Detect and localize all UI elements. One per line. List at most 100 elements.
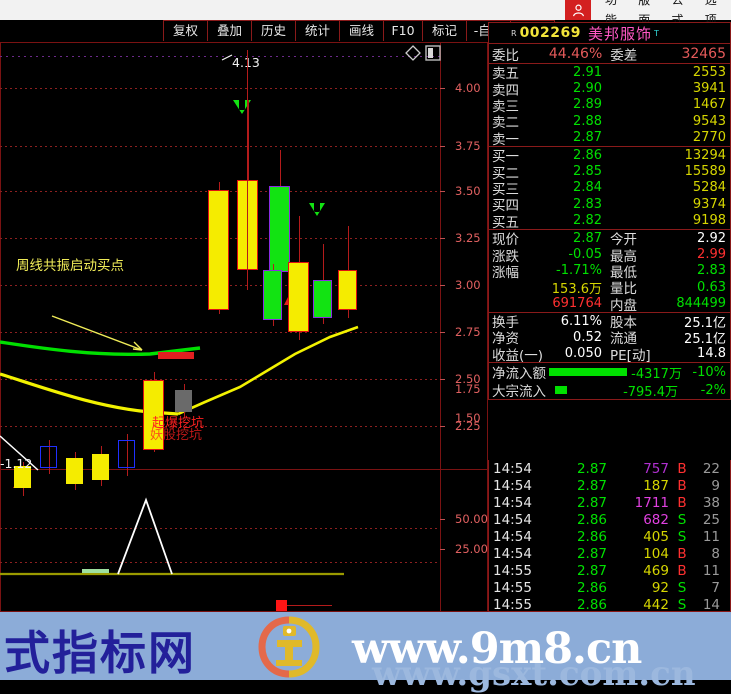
price-axis-label: 2.25 bbox=[455, 419, 481, 433]
stat-label: 现价 bbox=[492, 232, 519, 249]
block-inflow-label: 大宗流入 bbox=[492, 384, 546, 401]
bid-price: 2.82 bbox=[573, 213, 602, 229]
ask-row[interactable]: 卖五 2.91 2553 bbox=[489, 64, 730, 83]
tick-tape[interactable]: 14:54 2.87 757 B 22 14:54 2.87 187 B 9 1… bbox=[488, 460, 731, 612]
gridline bbox=[0, 562, 440, 563]
tick-row: 14:54 2.87 757 B 22 bbox=[489, 460, 730, 477]
tick-row: 14:55 2.86 442 S 14 bbox=[489, 596, 730, 612]
stock-name: 美邦服饰 bbox=[588, 24, 653, 43]
bid-row[interactable]: 买三 2.84 5284 bbox=[489, 180, 730, 198]
weibi-row: 委比 44.46% 委差 32465 bbox=[489, 44, 730, 64]
toolbar-button-drawline[interactable]: 画线 bbox=[339, 21, 383, 41]
marker-square bbox=[276, 600, 287, 611]
bid-row[interactable]: 买四 2.83 9374 bbox=[489, 196, 730, 215]
tick-time: 14:55 bbox=[493, 562, 532, 579]
price-axis-label: 1.75 bbox=[455, 382, 481, 396]
bid-row[interactable]: 买一 2.86 13294 bbox=[489, 147, 730, 166]
ask-row[interactable]: 卖二 2.88 9543 bbox=[489, 113, 730, 132]
fundamental-row: 换手 6.11% 股本 25.1亿 bbox=[489, 313, 730, 332]
chart-left-border bbox=[0, 42, 1, 612]
weibi-value: 44.46% bbox=[548, 45, 603, 62]
stat-value: 2.87 bbox=[573, 230, 602, 246]
main-price-chart[interactable]: 周线共振启动买点 起爆挖坑 妖股挖坑 4.13 -1.12 bbox=[0, 42, 488, 496]
axis-tick bbox=[440, 191, 445, 192]
tick-row: 14:55 2.86 92 S 7 bbox=[489, 579, 730, 596]
toolbar-button-mark[interactable]: 标记 bbox=[422, 21, 466, 41]
top-menu-bar: 功能 版面 公式 选项 bbox=[0, 0, 731, 27]
half-fill-square-icon[interactable] bbox=[425, 45, 441, 65]
tick-row: 14:55 2.87 469 B 11 bbox=[489, 562, 730, 579]
tick-count: 9 bbox=[711, 477, 720, 494]
signal-band-red bbox=[158, 352, 194, 359]
candle-wick bbox=[48, 440, 50, 474]
candle-body bbox=[118, 440, 135, 468]
chart-top-border bbox=[0, 42, 488, 43]
net-inflow-row: 净流入额 -4317万 -10% bbox=[489, 363, 730, 383]
stat-value-2: 844499 bbox=[676, 296, 726, 312]
fundamental-value-2: 14.8 bbox=[697, 346, 726, 362]
stat-value-2: 2.99 bbox=[697, 246, 726, 262]
gridline bbox=[0, 88, 440, 89]
bid-volume: 15589 bbox=[684, 164, 726, 180]
bid-row[interactable]: 买五 2.82 9198 bbox=[489, 213, 730, 231]
toolbar-button-overlay[interactable]: 叠加 bbox=[207, 21, 251, 41]
net-inflow-bar-cell bbox=[549, 368, 628, 377]
axis-tick bbox=[440, 238, 445, 239]
fundamental-value: 0.52 bbox=[573, 329, 602, 345]
block-inflow-bar-cell bbox=[555, 386, 618, 395]
tick-time: 14:54 bbox=[493, 460, 532, 477]
tick-volume: 104 bbox=[643, 545, 669, 562]
tick-row: 14:54 2.87 104 B 8 bbox=[489, 545, 730, 562]
bid-label: 买三 bbox=[492, 181, 519, 198]
price-axis-label: 1.50 bbox=[455, 411, 481, 425]
stat-row: 涨幅 -1.71% 最低 2.83 bbox=[489, 263, 730, 281]
ask-row[interactable]: 卖一 2.87 2770 bbox=[489, 130, 730, 148]
stat-label-2: 今开 bbox=[610, 232, 637, 249]
stat-value: -0.05 bbox=[568, 246, 602, 262]
price-axis-label: 4.00 bbox=[455, 81, 481, 95]
tick-price: 2.87 bbox=[576, 562, 607, 579]
sub-indicator-chart[interactable] bbox=[0, 470, 488, 602]
axis-tick bbox=[440, 285, 445, 286]
gridline bbox=[0, 528, 440, 529]
bid-label: 买五 bbox=[492, 214, 519, 231]
footer-watermark: www.gsxt.com.cn 式指标网 www.9m8.cn bbox=[0, 612, 731, 694]
tick-row: 14:54 2.87 187 B 9 bbox=[489, 477, 730, 494]
toolbar-button-stats[interactable]: 统计 bbox=[295, 21, 339, 41]
toolbar-button-fuquan[interactable]: 复权 bbox=[163, 21, 207, 41]
candle-body bbox=[92, 454, 109, 480]
toolbar-button-f10[interactable]: F10 bbox=[383, 21, 422, 41]
tick-side: S bbox=[677, 596, 687, 612]
tick-time: 14:55 bbox=[493, 596, 532, 612]
stock-code: 002269 bbox=[519, 25, 582, 41]
tick-price: 2.87 bbox=[576, 545, 607, 562]
bid-row[interactable]: 买二 2.85 15589 bbox=[489, 163, 730, 182]
stat-label: 涨跌 bbox=[492, 248, 519, 265]
axis-tick bbox=[440, 426, 445, 427]
ask-levels-group: 卖五 2.91 2553 卖四 2.90 3941 卖三 2.89 1467 卖… bbox=[488, 64, 731, 148]
weibi-group: 委比 44.46% 委差 32465 bbox=[488, 44, 731, 64]
net-inflow-bar bbox=[549, 368, 628, 377]
user-account-button[interactable] bbox=[565, 0, 591, 20]
gridline bbox=[0, 146, 440, 147]
tick-volume: 682 bbox=[643, 511, 669, 528]
price-axis-label: 3.75 bbox=[455, 139, 481, 153]
bid-price: 2.85 bbox=[573, 164, 602, 180]
ask-row[interactable]: 卖四 2.90 3941 bbox=[489, 80, 730, 99]
chart-area[interactable]: 周线共振启动买点 起爆挖坑 妖股挖坑 4.13 -1.12 4.00 3.75 3.… bbox=[0, 42, 488, 612]
toolbar-button-history[interactable]: 历史 bbox=[251, 21, 295, 41]
stat-value-2: 0.63 bbox=[697, 279, 726, 295]
candle-body bbox=[175, 390, 192, 412]
ask-volume: 2770 bbox=[692, 130, 726, 146]
ask-row[interactable]: 卖三 2.89 1467 bbox=[489, 97, 730, 115]
diamond-icon[interactable] bbox=[404, 44, 422, 66]
tick-count: 14 bbox=[702, 596, 720, 612]
long-wick bbox=[247, 50, 248, 290]
price-axis-label: 3.50 bbox=[455, 184, 481, 198]
stat-value-2: 2.92 bbox=[697, 230, 726, 246]
axis-tick bbox=[440, 549, 445, 550]
annotation-buy-point: 周线共振启动买点 bbox=[16, 258, 124, 274]
tick-price: 2.87 bbox=[576, 477, 607, 494]
price-axis-label: 3.00 bbox=[455, 278, 481, 292]
ask-price: 2.89 bbox=[573, 97, 602, 113]
